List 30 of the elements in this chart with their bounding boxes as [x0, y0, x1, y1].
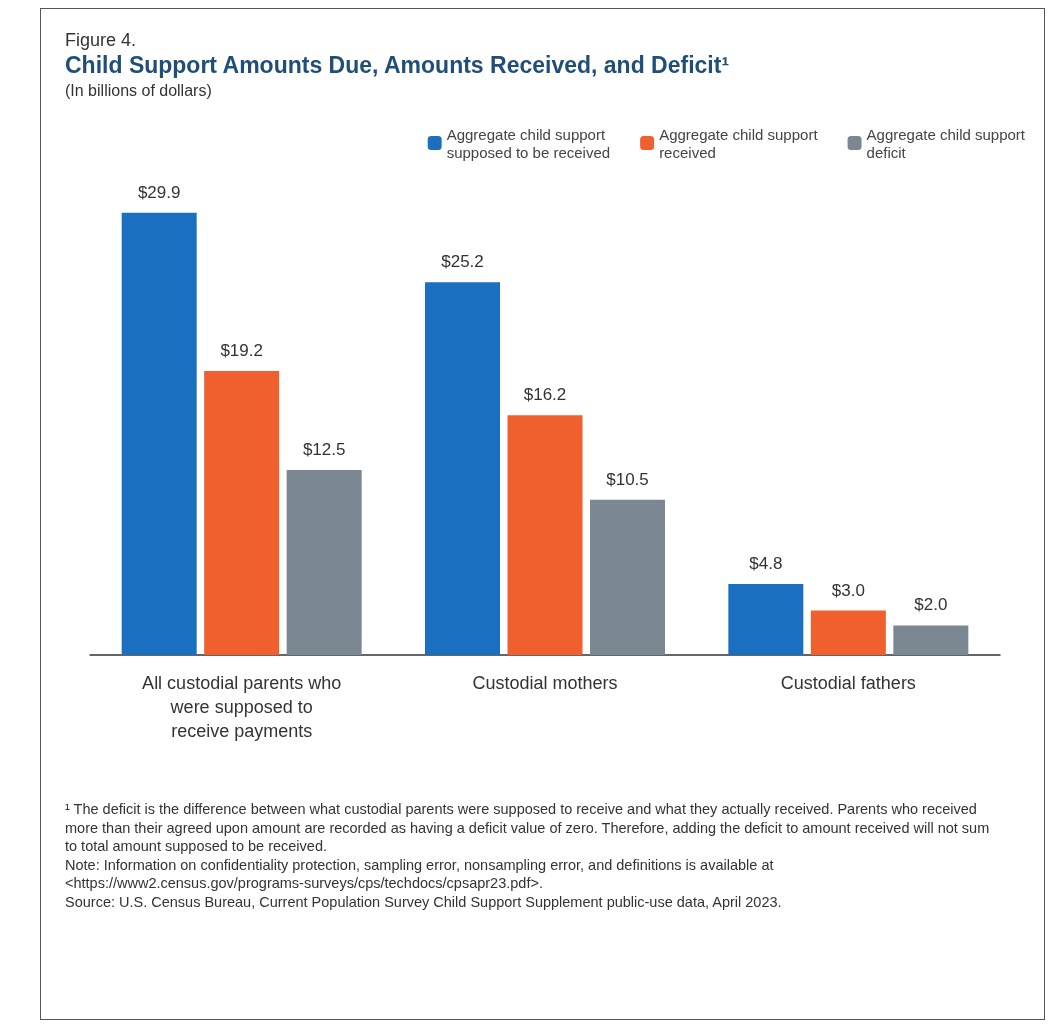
- legend-label: Aggregate child support received: [659, 125, 819, 161]
- data-label: $29.9: [137, 182, 181, 202]
- data-label: $19.2: [220, 340, 263, 360]
- bar: [507, 415, 583, 655]
- data-label: $4.8: [749, 553, 783, 573]
- bar: [893, 625, 969, 655]
- x-tick-label: All custodial parents who were supposed to receive payments: [142, 673, 342, 741]
- chart-title: Child Support Amounts Due, Amounts Received, and Deficit¹: [65, 52, 730, 79]
- bar: [425, 282, 500, 655]
- text: Note: Information on confidentiality protection, sampling error, nonsampling error, and definitions is available at <https://www2.census.gov/programs-surveys/cps/techdocs/cpsapr23.pdf>.: [65, 855, 775, 893]
- x-tick-label: Custodial fathers: [780, 673, 916, 693]
- source-note: Source: U.S. Census Bureau, Current Population Survey Child Support Supplement public-use data, April 2023.: [65, 892, 783, 911]
- text: ¹ The deficit is the difference between what custodial parents were supposed to receive and what they actually received. Parents who received more than their agreed upon amount are recorded as having a deficit value of zero. Therefore, adding the deficit to amount received will not sum to total amount supposed to be received.: [65, 800, 991, 856]
- data-label: $2.0: [914, 595, 948, 615]
- x-tick-label: Custodial mothers: [472, 673, 618, 693]
- data-label: $10.5: [606, 469, 649, 489]
- caption: Figure 4.: [65, 30, 137, 51]
- bar: [728, 583, 804, 655]
- bar: [810, 610, 886, 655]
- data-label: $25.2: [441, 252, 484, 272]
- legend-label: Aggregate child support deficit: [866, 125, 1026, 161]
- chart-subtitle: (In billions of dollars): [65, 82, 212, 100]
- bar: [286, 470, 362, 655]
- data-label: $3.0: [831, 580, 865, 600]
- data-label: $12.5: [302, 440, 346, 460]
- data-label: $16.2: [523, 385, 567, 405]
- bar: [204, 370, 280, 655]
- bar: [590, 499, 665, 655]
- bar: [121, 212, 197, 655]
- legend-label: Aggregate child support supposed to be received: [446, 125, 611, 161]
